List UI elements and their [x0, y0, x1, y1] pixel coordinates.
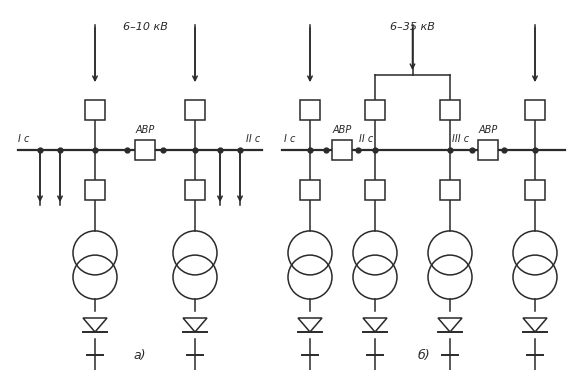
Bar	[135, 140, 155, 160]
Bar	[478, 140, 498, 160]
Bar	[365, 180, 385, 200]
Text: а): а)	[134, 349, 146, 362]
Text: I с: I с	[284, 134, 295, 144]
Bar	[365, 100, 385, 120]
Text: АВР: АВР	[478, 125, 497, 135]
Bar	[332, 140, 352, 160]
Bar	[300, 100, 320, 120]
Text: II с: II с	[359, 134, 373, 144]
Bar	[525, 180, 545, 200]
Text: 6–35 кВ: 6–35 кВ	[390, 22, 435, 32]
Text: АВР: АВР	[332, 125, 351, 135]
Bar	[85, 100, 105, 120]
Text: II с: II с	[246, 134, 260, 144]
Bar	[185, 180, 205, 200]
Text: I с: I с	[18, 134, 29, 144]
Bar	[85, 180, 105, 200]
Bar	[525, 100, 545, 120]
Bar	[440, 100, 460, 120]
Text: б): б)	[417, 349, 430, 362]
Bar	[440, 180, 460, 200]
Bar	[185, 100, 205, 120]
Text: III с: III с	[452, 134, 469, 144]
Bar	[300, 180, 320, 200]
Text: АВР: АВР	[136, 125, 155, 135]
Text: 6–10 кВ: 6–10 кВ	[122, 22, 167, 32]
